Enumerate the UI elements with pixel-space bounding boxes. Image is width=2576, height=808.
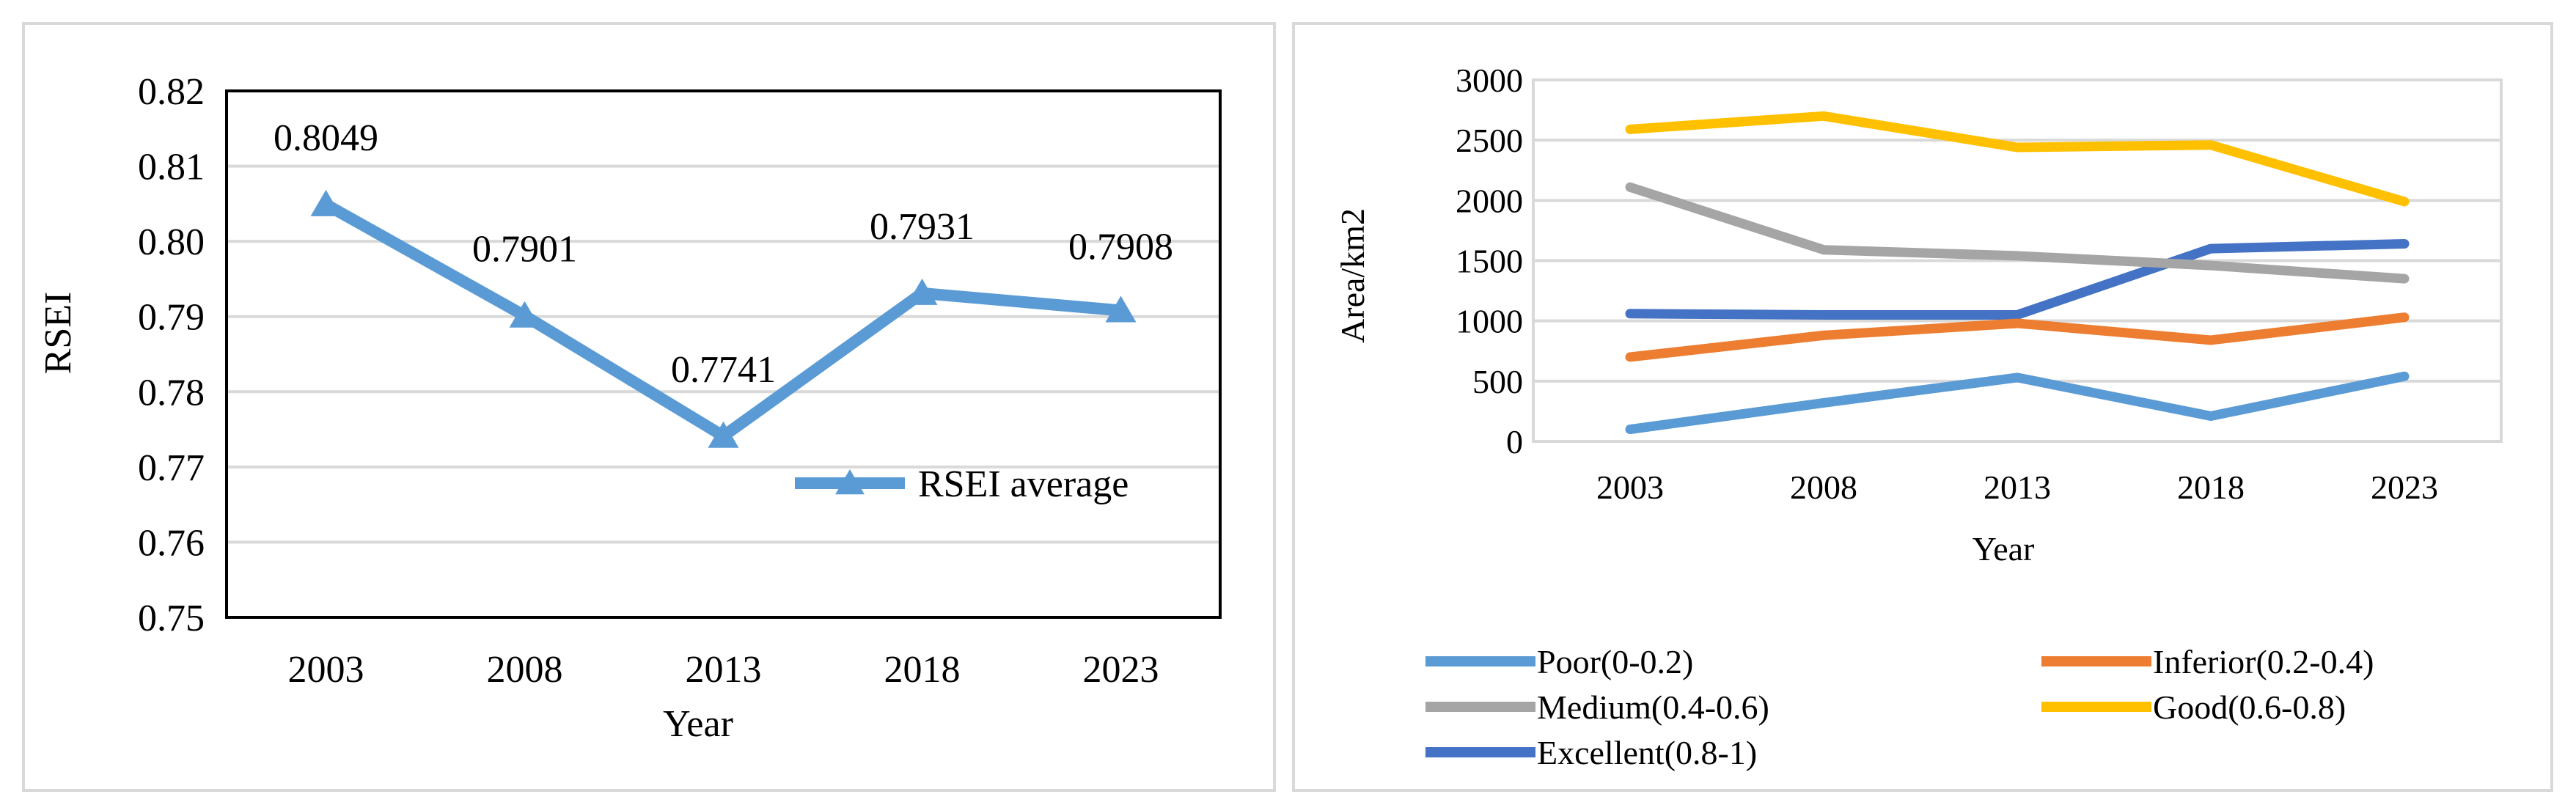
y-tick-label: 0.80 [138, 221, 205, 263]
legend-label-poor-0-0-2: Poor(0-0.2) [1537, 643, 1693, 680]
y-tick-label: 0.78 [138, 372, 205, 414]
rsei-area-chart: Area/km2 Year 3000 2500 2000 1500 1000 500 0 20… [1334, 62, 2503, 771]
y-tick-label: 2000 [1456, 182, 1523, 219]
y-tick-label: 0.81 [138, 147, 205, 188]
x-axis-label: Year [1973, 530, 2035, 568]
series-line-excellent-0-8-1 [1625, 238, 2410, 320]
x-tick-label: 2023 [2371, 469, 2438, 506]
y-tick-label: 0 [1506, 423, 1523, 460]
x-tick-label: 2018 [2177, 469, 2245, 506]
y-tick-label: 1500 [1456, 243, 1523, 280]
y-tick-label: 500 [1472, 363, 1523, 400]
y-tick-label: 3000 [1456, 62, 1523, 99]
y-tick-label: 0.76 [138, 522, 205, 564]
series-line-poor-0-0-2 [1625, 371, 2410, 435]
legend-marker-rsei-average [835, 469, 865, 495]
legend-label-excellent-0-8-1: Excellent(0.8-1) [1537, 734, 1757, 771]
y-tick-label: 0.82 [138, 71, 205, 113]
legend-label-good-0-6-0-8: Good(0.6-0.8) [2153, 688, 2346, 726]
data-label: 0.7901 [472, 229, 577, 271]
rsei-average-point [1105, 295, 1137, 323]
y-tick-label: 0.75 [138, 598, 205, 639]
rsei-average-line [323, 199, 1122, 444]
rsei-average-chart: RSEI Year 0.82 0.81 0.80 0.79 0.78 0.77 0.76 0.… [37, 71, 1222, 745]
rsei-average-point [906, 278, 938, 305]
data-label: 0.7931 [870, 206, 975, 248]
x-axis-label: Year [663, 703, 733, 745]
rsei-chart-panel: RSEI Year 0.82 0.81 0.80 0.79 0.78 0.77 0.76 0.… [22, 22, 1276, 792]
y-tick-label: 1000 [1456, 303, 1523, 340]
x-tick-label: 2018 [884, 649, 961, 691]
y-axis-label: Area/km2 [1334, 208, 1371, 343]
data-label: 0.7908 [1068, 227, 1173, 268]
legend-label-rsei-average: RSEI average [918, 463, 1129, 505]
y-tick-label: 2500 [1456, 122, 1523, 159]
area-chart-panel: Area/km2 Year 3000 2500 2000 1500 1000 500 0 20… [1292, 22, 2553, 792]
legend-label-medium-0-4-0-6: Medium(0.4-0.6) [1537, 688, 1769, 726]
series-line-good-0-6-0-8 [1625, 111, 2410, 207]
rsei-average-point [708, 421, 739, 448]
x-tick-label: 2008 [487, 649, 563, 691]
x-tick-label: 2013 [686, 649, 762, 691]
x-tick-label: 2003 [288, 649, 364, 691]
y-axis-label: RSEI [37, 292, 79, 375]
plot-area-border [1532, 78, 2503, 443]
series-line-inferior-0-2-0-4 [1625, 312, 2410, 362]
legend-label-inferior-0-2-0-4: Inferior(0.2-0.4) [2153, 643, 2374, 680]
rsei-average-point [310, 189, 342, 216]
data-label: 0.7741 [671, 349, 776, 391]
plot-area-border [225, 89, 1222, 619]
x-tick-label: 2023 [1083, 649, 1159, 691]
rsei-average-point [509, 301, 540, 328]
y-tick-label: 0.77 [138, 447, 205, 489]
x-tick-label: 2008 [1790, 469, 1857, 506]
x-tick-label: 2003 [1596, 469, 1664, 506]
data-label: 0.8049 [274, 117, 378, 159]
series-line-medium-0-4-0-6 [1625, 182, 2410, 284]
y-tick-label: 0.79 [138, 297, 205, 339]
x-tick-label: 2013 [1984, 469, 2051, 506]
